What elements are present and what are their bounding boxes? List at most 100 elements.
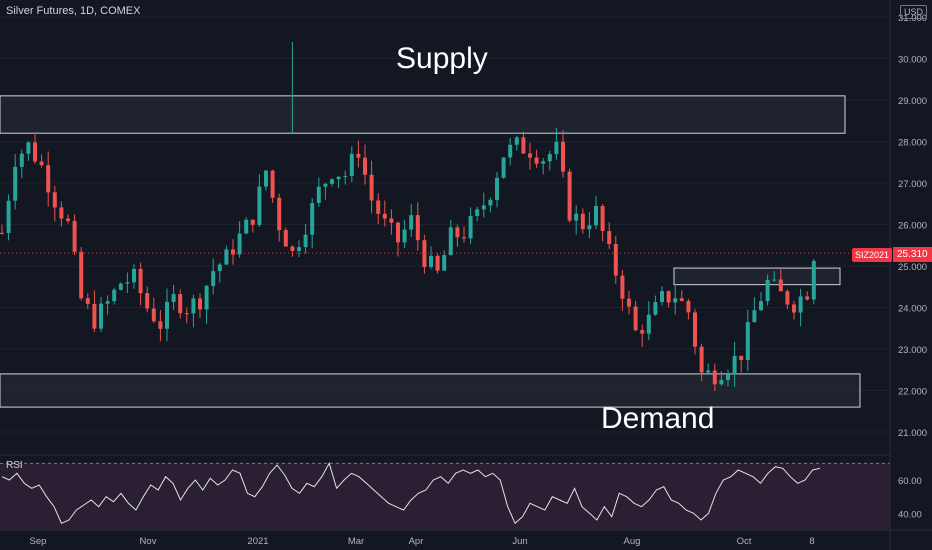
candle-body (429, 255, 433, 268)
time-tick-label: Jun (512, 536, 527, 547)
candle-body (277, 197, 282, 231)
candle-body (798, 296, 803, 313)
time-axis[interactable]: Sep Nov 2021 Mar Apr Jun Aug Oct 8 (30, 536, 815, 547)
last-price-badge: 25.310 (893, 247, 932, 262)
candle-body (105, 301, 110, 304)
rsi-axis: 40.00 60.00 (898, 476, 922, 520)
zone-resistance (673, 267, 841, 286)
price-tick-label: 24.000 (898, 304, 927, 315)
candle-body (765, 279, 770, 302)
candle-body (402, 229, 407, 243)
candle-body (574, 213, 579, 221)
candle-body (745, 322, 750, 361)
price-tick-label: 23.000 (898, 345, 927, 356)
candle-body (712, 370, 717, 385)
candle-body (415, 215, 420, 241)
candle-body (448, 227, 453, 256)
candle-body (145, 293, 150, 309)
candle-body (666, 291, 671, 303)
candle-body (792, 304, 796, 313)
candle-body (561, 141, 565, 172)
candle-body (481, 205, 486, 210)
candle-body (336, 176, 341, 180)
candle-body (297, 247, 301, 251)
candle-body (462, 237, 466, 239)
candle-body (250, 219, 255, 225)
candle-body (85, 298, 90, 304)
time-tick-label: Aug (624, 536, 641, 547)
candle-body (554, 141, 559, 155)
candle-body (290, 246, 295, 251)
candle-body (270, 170, 275, 198)
candle-body (369, 174, 374, 201)
candle-body (99, 303, 103, 329)
price-axis[interactable]: 21.000 22.000 23.000 24.000 25.000 26.000 27.0… (898, 13, 927, 439)
price-tick-label: 25.000 (898, 262, 927, 273)
candle-body (118, 283, 123, 290)
time-tick-label: Sep (30, 536, 47, 547)
candle-body (330, 179, 334, 184)
rsi-band (0, 462, 890, 531)
candle-body (264, 170, 268, 187)
candle-body (732, 355, 737, 375)
candle-body (805, 296, 810, 300)
time-tick-label: Mar (348, 536, 364, 547)
price-tick-label: 21.000 (898, 428, 927, 439)
candle-body (567, 171, 572, 221)
candle-body (514, 137, 519, 145)
candle-body (316, 186, 321, 203)
zones (0, 95, 861, 408)
candle-body (706, 370, 711, 373)
candle-body (468, 216, 473, 239)
candle-body (171, 294, 176, 302)
price-tick-label: 30.000 (898, 55, 927, 66)
candle-body (580, 213, 585, 230)
time-tick-label: Nov (140, 536, 157, 547)
candle-body (726, 374, 730, 381)
candle-body (600, 206, 605, 232)
candle-body (33, 142, 37, 162)
time-tick-label: 2021 (247, 536, 268, 547)
candle-body (475, 209, 480, 217)
candle-body (204, 285, 209, 310)
candle-body (382, 213, 387, 219)
candle-body (72, 220, 77, 252)
price-tick-label: 27.000 (898, 179, 927, 190)
candle-body (151, 308, 156, 322)
candle-body (693, 312, 697, 347)
candle-body (6, 200, 11, 233)
rsi-tick-label: 40.00 (898, 509, 922, 520)
candle-body (237, 233, 242, 255)
candle-body (396, 222, 400, 243)
candle-body (501, 157, 506, 178)
candle-body (541, 161, 546, 164)
candle-body (0, 232, 4, 234)
candle-body (349, 153, 354, 176)
candle-body (39, 161, 44, 166)
supply-label: Supply (396, 42, 488, 75)
chart-title: Silver Futures, 1D, COMEX (6, 5, 141, 17)
candle-body (778, 279, 783, 292)
candle-body (257, 186, 262, 225)
candle-body (198, 298, 202, 310)
candle-body (356, 153, 361, 158)
candle-body (26, 142, 31, 154)
candle-body (627, 298, 631, 307)
rsi-line (1, 462, 821, 525)
time-tick-label: Oct (737, 536, 752, 547)
candle-body (158, 321, 163, 329)
candle-body (521, 137, 526, 154)
candle-body (310, 202, 315, 235)
price-tick-label: 28.000 (898, 138, 927, 149)
candle-body (343, 175, 348, 177)
currency-badge[interactable]: USD (900, 5, 928, 19)
candle-body (739, 355, 744, 361)
candle-body (363, 157, 367, 175)
candle-body (633, 306, 638, 331)
candle-body (178, 294, 183, 314)
candle-body (752, 310, 757, 323)
candle-body (132, 269, 136, 283)
candle-body (660, 291, 664, 303)
candle-body (244, 219, 249, 234)
